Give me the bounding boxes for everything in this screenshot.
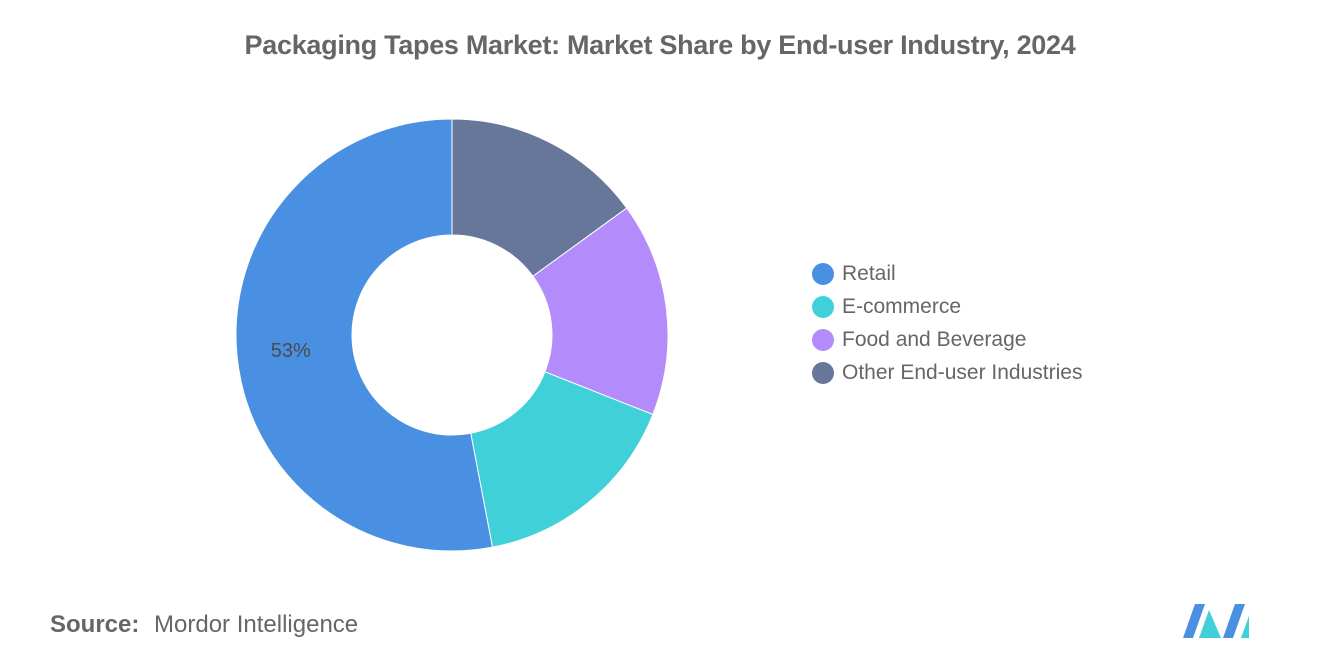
chart-title: Packaging Tapes Market: Market Share by …	[244, 30, 1076, 60]
legend-item-e-commerce: E-commerce	[812, 290, 1082, 323]
source-line: Source: Mordor Intelligence	[50, 611, 358, 639]
legend-label-e-commerce: E-commerce	[842, 294, 962, 318]
data-label-retail: 53%	[271, 340, 311, 362]
slice-retail	[235, 118, 494, 552]
legend-item-retail: Retail	[812, 257, 1082, 290]
legend-swatch-other-end-user-industries	[812, 361, 834, 384]
legend-item-food-and-beverage: Food and Beverage	[812, 323, 1082, 356]
legend-swatch-e-commerce	[812, 295, 834, 318]
legend-label-retail: Retail	[842, 261, 896, 285]
slice-e-commerce	[470, 371, 654, 548]
source-label: Source:	[50, 611, 140, 638]
logo-shape-right	[1223, 604, 1245, 638]
logo-shape-mid	[1199, 610, 1221, 638]
slice-other-end-user-industries	[451, 118, 628, 277]
mordor-intelligence-logo-icon	[1183, 604, 1249, 638]
legend-item-other-end-user-industries: Other End-user Industries	[812, 356, 1082, 389]
legend-label-other-end-user-industries: Other End-user Industries	[842, 360, 1083, 384]
logo-shape-left	[1183, 604, 1205, 638]
legend-swatch-food-and-beverage	[812, 328, 834, 351]
legend-swatch-retail	[812, 262, 834, 285]
source-value: Mordor Intelligence	[154, 611, 359, 638]
slice-food-and-beverage	[532, 207, 669, 416]
legend-label-food-and-beverage: Food and Beverage	[842, 327, 1027, 351]
chart-legend: Retail E-commerce Food and Beverage Othe…	[812, 257, 1082, 389]
logo-shape-edge	[1241, 616, 1249, 638]
